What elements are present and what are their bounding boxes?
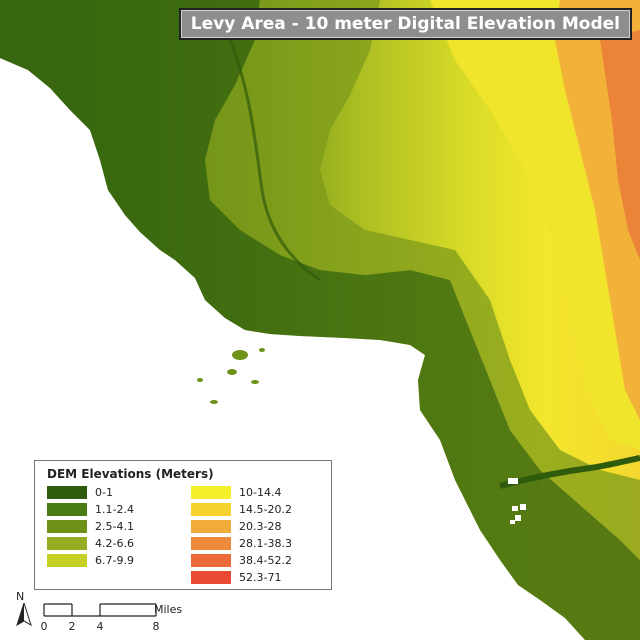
legend-item: 4.2-6.6	[47, 535, 134, 552]
scale-bar: 0 2 4 8 Miles	[40, 598, 200, 638]
legend-label: 6.7-9.9	[95, 554, 134, 567]
scale-units: Miles	[154, 603, 183, 616]
legend-swatch	[47, 503, 87, 516]
legend-swatch	[47, 486, 87, 499]
north-label: N	[16, 590, 25, 603]
scale-tick-label: 4	[96, 620, 104, 633]
legend-swatch	[191, 520, 231, 533]
legend-swatch	[191, 571, 231, 584]
legend-swatch	[191, 537, 231, 550]
legend-swatch	[47, 520, 87, 533]
legend-item: 38.4-52.2	[191, 552, 292, 569]
legend-label: 10-14.4	[239, 486, 282, 499]
developed-area	[508, 478, 526, 524]
legend-column-left: 0-1 1.1-2.4 2.5-4.1 4.2-6.6 6.7-9.9	[47, 484, 134, 569]
ridge-peak	[600, 30, 640, 260]
legend-label: 2.5-4.1	[95, 520, 134, 533]
scale-bar-graphic	[43, 603, 157, 617]
legend-swatch	[47, 554, 87, 567]
legend-swatch	[47, 537, 87, 550]
legend-label: 28.1-38.3	[239, 537, 292, 550]
river-channel	[228, 39, 321, 282]
legend-label: 20.3-28	[239, 520, 282, 533]
map-title: Levy Area - 10 meter Digital Elevation M…	[178, 8, 632, 40]
legend-swatch	[191, 486, 231, 499]
legend-label: 38.4-52.2	[239, 554, 292, 567]
legend-item: 1.1-2.4	[47, 501, 134, 518]
scale-tick-label: 0	[40, 620, 48, 633]
north-arrow-icon	[16, 601, 32, 627]
river	[499, 455, 640, 489]
scale-tick-label: 2	[68, 620, 76, 633]
offshore-islands	[197, 348, 265, 404]
legend-item: 2.5-4.1	[47, 518, 134, 535]
legend-item: 0-1	[47, 484, 134, 501]
legend-label: 4.2-6.6	[95, 537, 134, 550]
legend-label: 1.1-2.4	[95, 503, 134, 516]
legend-item: 10-14.4	[191, 484, 292, 501]
legend-label: 0-1	[95, 486, 113, 499]
legend-label: 14.5-20.2	[239, 503, 292, 516]
legend-swatch	[191, 554, 231, 567]
midland-band	[205, 0, 640, 560]
legend-item: 20.3-28	[191, 518, 292, 535]
legend: DEM Elevations (Meters) 0-1 1.1-2.4 2.5-…	[34, 460, 332, 590]
legend-item: 6.7-9.9	[47, 552, 134, 569]
legend-item: 14.5-20.2	[191, 501, 292, 518]
legend-item: 52.3-71	[191, 569, 292, 586]
legend-item: 28.1-38.3	[191, 535, 292, 552]
north-arrow: N	[16, 590, 32, 632]
scale-tick-label: 8	[152, 620, 160, 633]
legend-label: 52.3-71	[239, 571, 282, 584]
legend-title: DEM Elevations (Meters)	[47, 467, 214, 481]
legend-column-right: 10-14.4 14.5-20.2 20.3-28 28.1-38.3 38.4…	[191, 484, 292, 586]
legend-swatch	[191, 503, 231, 516]
